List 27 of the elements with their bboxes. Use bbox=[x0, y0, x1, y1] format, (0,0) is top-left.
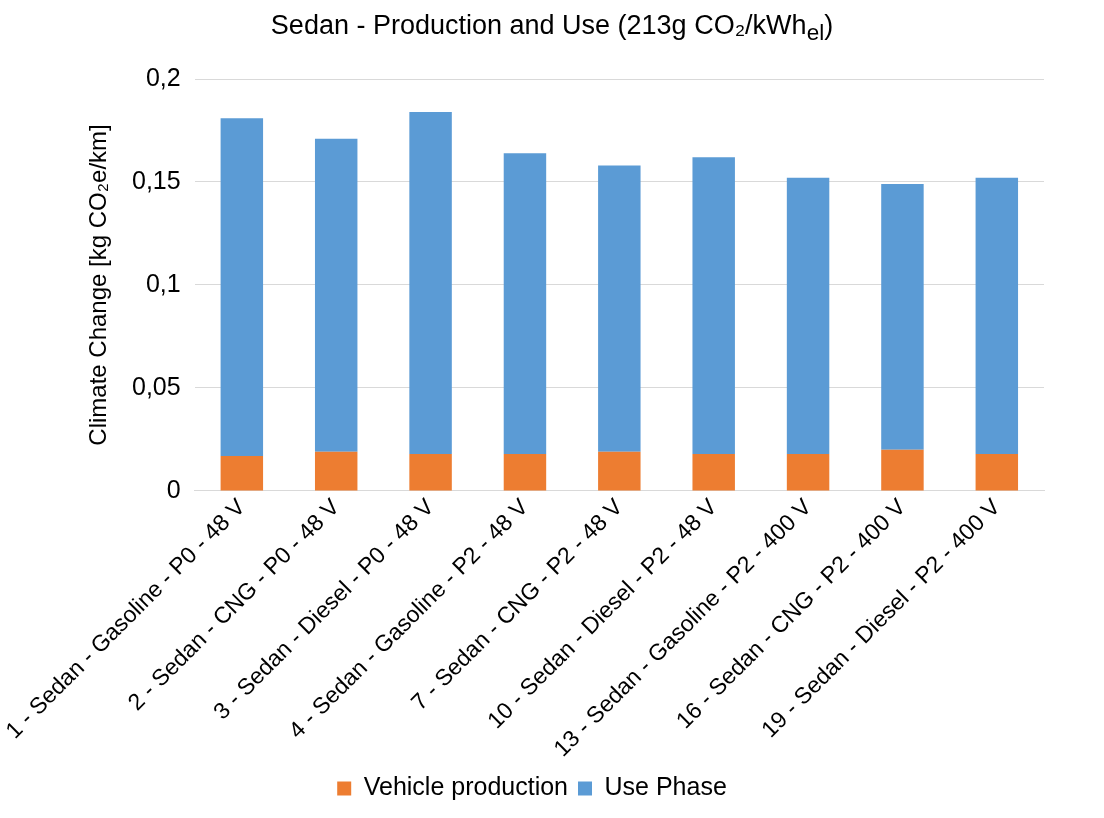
bar bbox=[503, 153, 547, 454]
y-axis-title: Climate Change [kg CO₂e/km] bbox=[84, 124, 112, 446]
bar bbox=[881, 184, 924, 450]
y-tick-label: 0,2 bbox=[145, 62, 181, 91]
bar bbox=[975, 453, 1019, 491]
bar bbox=[598, 165, 641, 452]
bar bbox=[692, 157, 735, 454]
bar bbox=[598, 451, 641, 491]
y-tick-label: 0,05 bbox=[131, 371, 181, 400]
bar bbox=[503, 453, 547, 491]
bar bbox=[786, 177, 830, 454]
bar bbox=[314, 138, 358, 452]
legend-label: Vehicle production bbox=[363, 772, 569, 801]
bar bbox=[409, 111, 452, 454]
bar bbox=[314, 451, 358, 491]
bar bbox=[881, 449, 924, 491]
bar bbox=[220, 455, 264, 491]
bar bbox=[220, 118, 264, 456]
chart-title: Sedan - Production and Use (213g CO₂/kWh$_{el}$) bbox=[269, 9, 835, 48]
bar bbox=[975, 177, 1019, 454]
bar bbox=[786, 453, 830, 491]
bar bbox=[692, 453, 735, 491]
y-tick-label: 0,15 bbox=[131, 165, 181, 194]
y-tick-label: 0 bbox=[166, 474, 181, 503]
bar bbox=[409, 453, 452, 491]
y-tick-label: 0,1 bbox=[145, 268, 181, 297]
legend-label: Use Phase bbox=[604, 772, 727, 801]
